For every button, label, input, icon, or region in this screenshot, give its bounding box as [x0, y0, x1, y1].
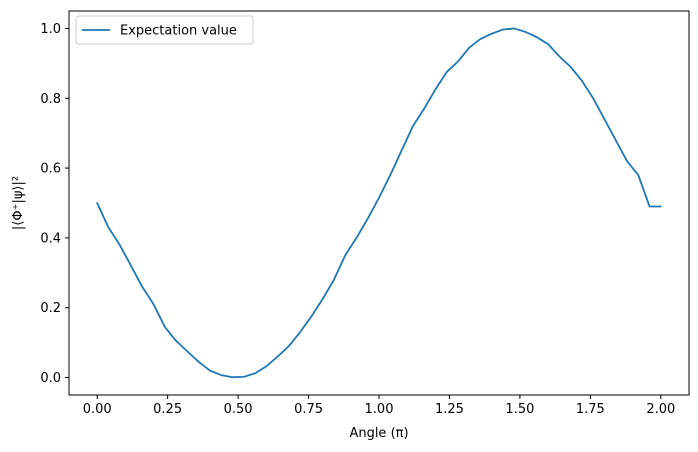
x-axis-label: Angle (π)	[349, 426, 408, 441]
y-tick-label: 0.6	[40, 162, 61, 177]
axes-border	[68, 10, 690, 396]
x-tick-label: 1.00	[365, 402, 394, 417]
x-tick-label: 0.75	[294, 402, 323, 417]
series-line-expectation-value	[96, 27, 662, 379]
x-tick-label: 0.25	[153, 402, 182, 417]
y-tick-label: 0.4	[40, 231, 61, 246]
legend: Expectation value	[75, 15, 254, 45]
x-tick-label: 1.50	[505, 402, 534, 417]
legend-label-expectation-value: Expectation value	[120, 24, 237, 39]
x-tick-label: 0.50	[224, 402, 253, 417]
x-tick-label: 1.75	[576, 402, 605, 417]
y-tick-label: 0.2	[40, 301, 61, 316]
y-tick-label: 0.8	[40, 92, 61, 107]
x-tick-label: 2.00	[646, 402, 675, 417]
x-axis-ticks: 0.00 0.25 0.50 0.75 1.00 1.25 1.50 1.75 2.00	[83, 395, 675, 417]
x-tick-label: 1.25	[435, 402, 464, 417]
y-tick-label: 1.0	[40, 22, 61, 37]
legend-box	[75, 15, 254, 45]
y-tick-label: 0.0	[40, 371, 61, 386]
axes-frame	[68, 10, 690, 396]
y-axis-ticks: 0.0 0.2 0.4 0.6 0.8 1.0	[40, 22, 69, 386]
series-layer	[96, 27, 662, 379]
x-tick-label: 0.00	[83, 402, 112, 417]
y-axis-label: |⟨Φ⁺|ψ⟩|²	[11, 176, 26, 230]
